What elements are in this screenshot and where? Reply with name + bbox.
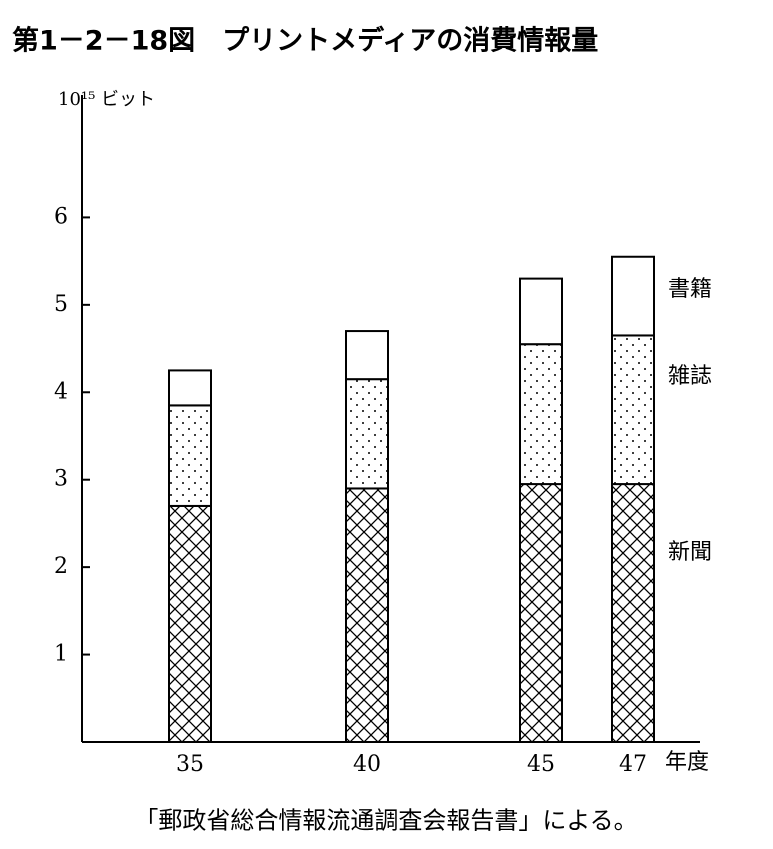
bar-segment <box>611 255 655 337</box>
bar-segment <box>345 487 389 743</box>
bar-segment <box>345 378 389 490</box>
y-tick-label: 1 <box>54 642 68 667</box>
y-tick-label: 5 <box>54 292 68 317</box>
y-tick-label: 6 <box>54 204 68 229</box>
bar-segment <box>611 483 655 743</box>
bar-segment <box>345 330 389 381</box>
x-axis-label: 年度 <box>665 750 709 775</box>
x-tick-label: 47 <box>619 752 647 777</box>
bar-segment <box>519 277 563 346</box>
bar-segment <box>519 343 563 486</box>
series-label: 雑誌 <box>668 364 712 389</box>
y-axis-label: 10¹⁵ ビット <box>58 89 155 110</box>
y-tick-label: 2 <box>54 554 68 579</box>
source-note: 「郵政省総合情報流通調査会報告書」による。 <box>134 807 637 835</box>
bar-segment <box>168 369 212 407</box>
x-tick-label: 35 <box>176 752 204 777</box>
y-tick-label: 4 <box>54 379 68 404</box>
bar-segment <box>611 334 655 486</box>
series-label: 新聞 <box>668 540 712 565</box>
bar-segment <box>519 483 563 743</box>
chart-title: 第1－2－18図 プリントメディアの消費情報量 <box>12 25 598 57</box>
bar-segment <box>168 404 212 507</box>
x-tick-label: 40 <box>353 752 381 777</box>
series-label: 書籍 <box>668 277 712 302</box>
bar-segment <box>168 504 212 743</box>
x-tick-label: 45 <box>527 752 555 777</box>
y-tick-label: 3 <box>54 467 68 492</box>
